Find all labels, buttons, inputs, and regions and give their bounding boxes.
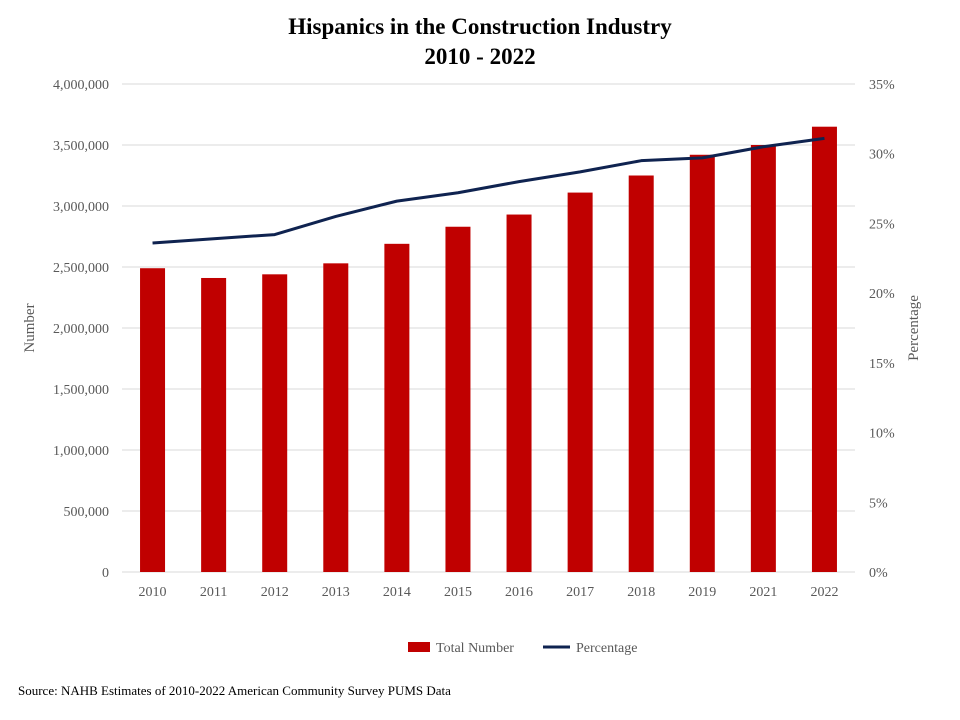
bar [201, 277, 227, 572]
x-tick-label: 2014 [383, 585, 411, 600]
y2-tick-label: 5% [869, 496, 888, 511]
x-tick-label: 2010 [139, 585, 167, 600]
y-tick-label: 2,500,000 [53, 261, 109, 276]
x-tick-label: 2013 [322, 585, 350, 600]
y-tick-label: 3,500,000 [53, 139, 109, 154]
bar [384, 243, 410, 572]
y2-tick-label: 15% [869, 357, 895, 372]
y2-tick-label: 20% [869, 287, 895, 302]
x-tick-label: 2012 [261, 585, 289, 600]
y-tick-label: 2,000,000 [53, 322, 109, 337]
y-axis-title: Number [22, 303, 38, 352]
legend-label-percentage: Percentage [576, 641, 637, 656]
chart-title-line2: 2010 - 2022 [424, 44, 536, 69]
bar [323, 263, 349, 572]
x-tick-label: 2021 [749, 585, 777, 600]
bar [262, 274, 288, 572]
y2-tick-label: 25% [869, 217, 895, 232]
y-tick-label: 1,000,000 [53, 444, 109, 459]
y-tick-label: 0 [102, 566, 109, 581]
source-note: Source: NAHB Estimates of 2010-2022 Amer… [18, 683, 451, 698]
y-tick-label: 1,500,000 [53, 383, 109, 398]
bar [628, 175, 654, 572]
x-tick-label: 2019 [688, 585, 716, 600]
y2-axis-title: Percentage [906, 295, 922, 361]
bar [506, 214, 532, 573]
legend-label-total-number: Total Number [436, 641, 514, 656]
y2-tick-label: 30% [869, 148, 895, 163]
y2-tick-label: 10% [869, 427, 895, 442]
chart-title: Hispanics in the Construction Industry 2… [0, 12, 960, 72]
y-tick-label: 3,000,000 [53, 200, 109, 215]
x-tick-label: 2022 [810, 585, 838, 600]
bar [811, 126, 837, 572]
bar [445, 226, 471, 573]
y-tick-label: 4,000,000 [53, 78, 109, 93]
y2-tick-label: 0% [869, 566, 888, 581]
bar [567, 192, 593, 572]
x-tick-label: 2016 [505, 585, 533, 600]
y-tick-label: 500,000 [64, 505, 110, 520]
chart-title-line1: Hispanics in the Construction Industry [288, 14, 672, 39]
y2-tick-label: 35% [869, 78, 895, 93]
x-tick-label: 2011 [200, 585, 227, 600]
bar [689, 154, 715, 572]
bar [750, 145, 776, 572]
legend-swatch-total-number [408, 642, 430, 652]
percentage-line [152, 136, 825, 245]
x-tick-label: 2015 [444, 585, 472, 600]
x-tick-label: 2018 [627, 585, 655, 600]
bar [140, 268, 166, 572]
x-tick-label: 2017 [566, 585, 594, 600]
